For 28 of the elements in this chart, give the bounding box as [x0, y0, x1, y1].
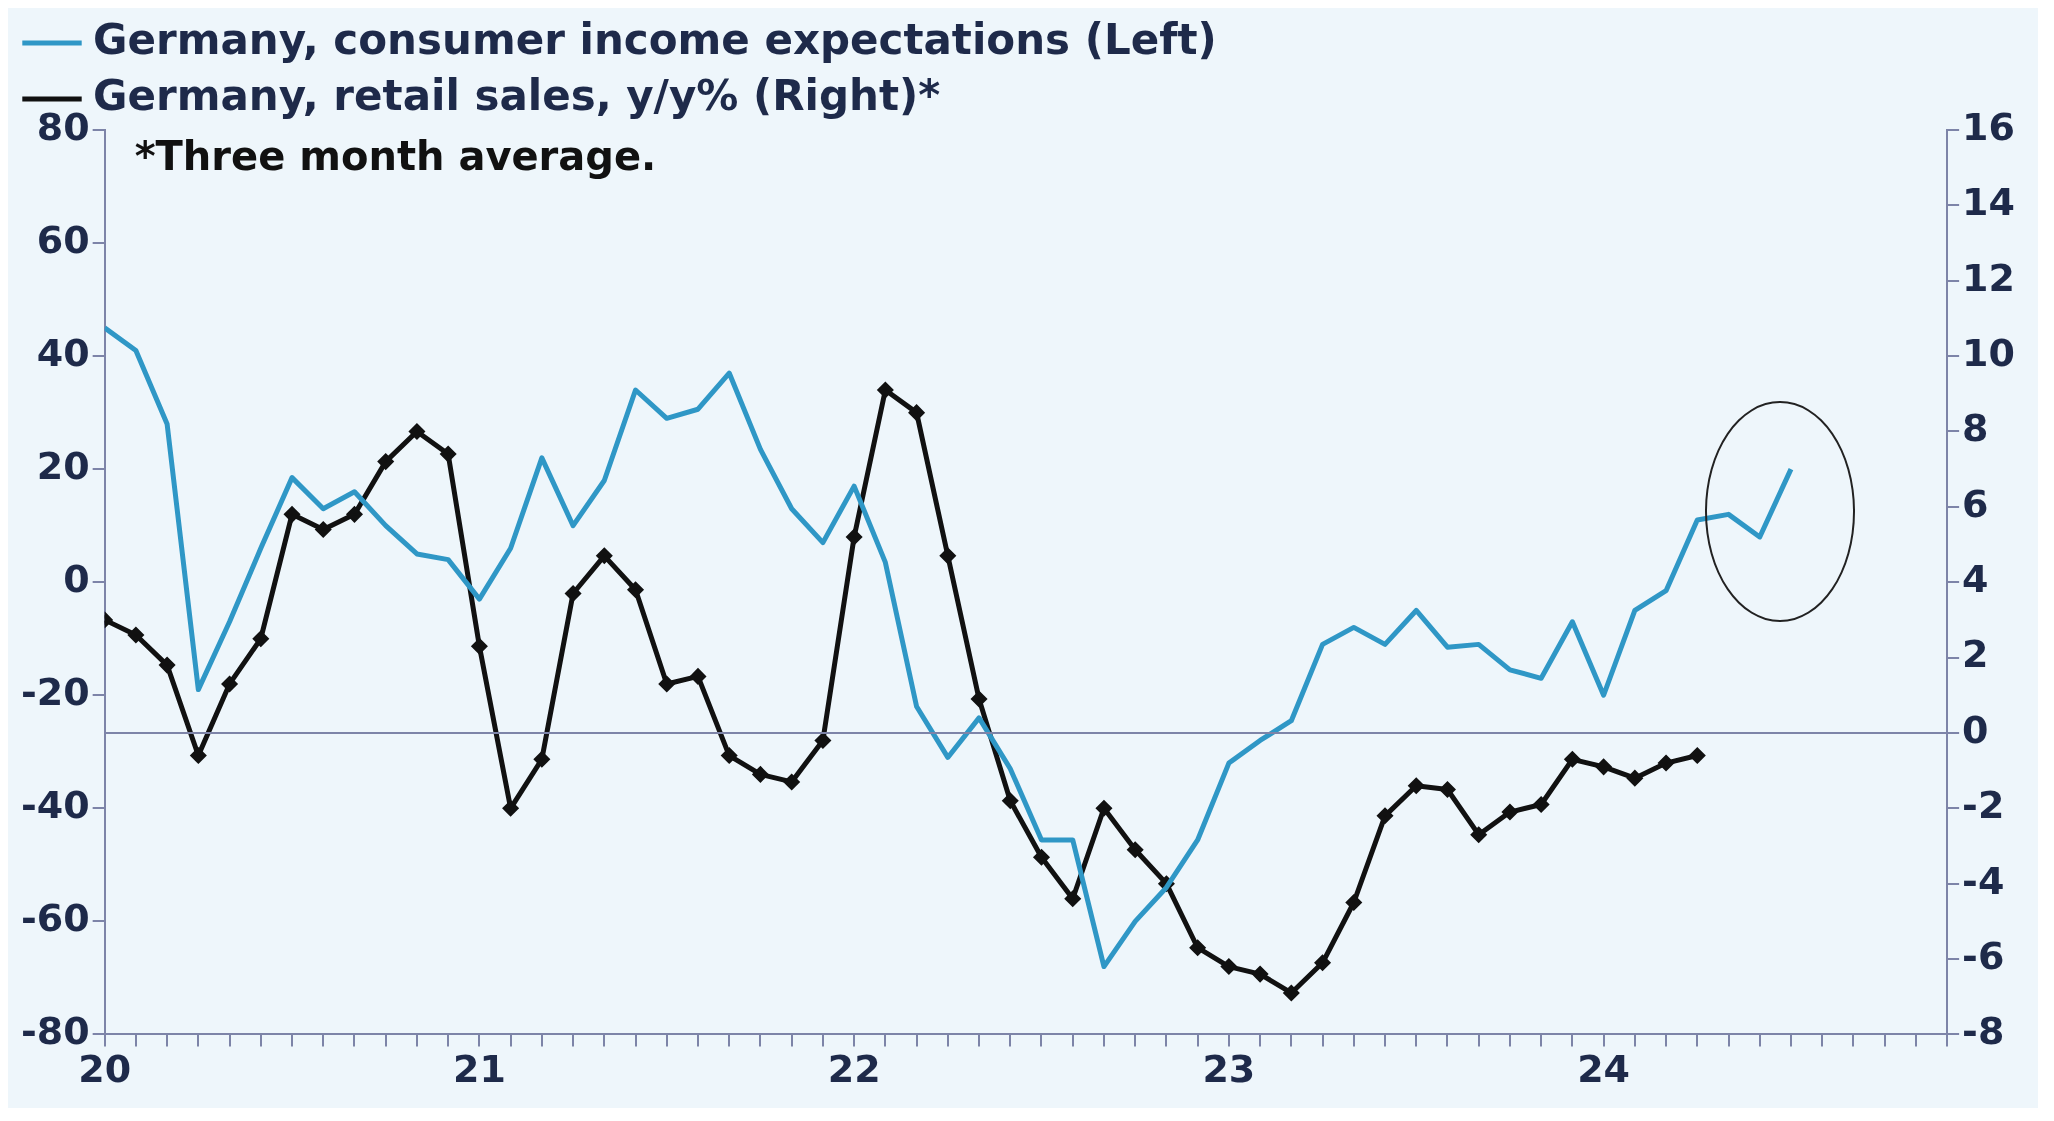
x-tick-label: 21 — [452, 1047, 506, 1092]
y-tick-label: 20 — [36, 444, 90, 489]
y2-tick-label: -2 — [1962, 783, 2005, 828]
y2-tick-label: 12 — [1962, 255, 2016, 300]
x-tick-label: 23 — [1202, 1047, 1256, 1092]
y-tick-label: 60 — [36, 217, 90, 262]
y2-tick-label: 2 — [1962, 632, 1989, 677]
y2-tick-label: 14 — [1962, 180, 2016, 225]
legend-label: Germany, consumer income expectations (Left) — [93, 14, 1217, 64]
y-tick-label: 40 — [36, 330, 90, 375]
y2-tick-label: 16 — [1962, 104, 2016, 149]
y-tick-label: -60 — [21, 896, 90, 941]
y2-tick-label: -6 — [1962, 933, 2005, 978]
y-tick-label: 0 — [63, 557, 90, 602]
y2-tick-label: 8 — [1962, 406, 1989, 451]
y2-tick-label: -4 — [1962, 858, 2005, 903]
legend-label: Germany, retail sales, y/y% (Right)* — [93, 70, 941, 120]
y2-tick-label: 0 — [1962, 707, 1989, 752]
y-tick-label: -20 — [21, 670, 90, 715]
x-tick-label: 24 — [1577, 1047, 1631, 1092]
y-tick-label: -40 — [21, 783, 90, 828]
y2-tick-label: 4 — [1962, 557, 1989, 602]
annotation: *Three month average. — [134, 133, 657, 180]
x-tick-label: 22 — [827, 1047, 881, 1092]
y-tick-label: 80 — [36, 104, 90, 149]
y2-tick-label: -8 — [1962, 1009, 2005, 1054]
y2-tick-label: 6 — [1962, 481, 1989, 526]
y2-tick-label: 10 — [1962, 330, 2016, 375]
